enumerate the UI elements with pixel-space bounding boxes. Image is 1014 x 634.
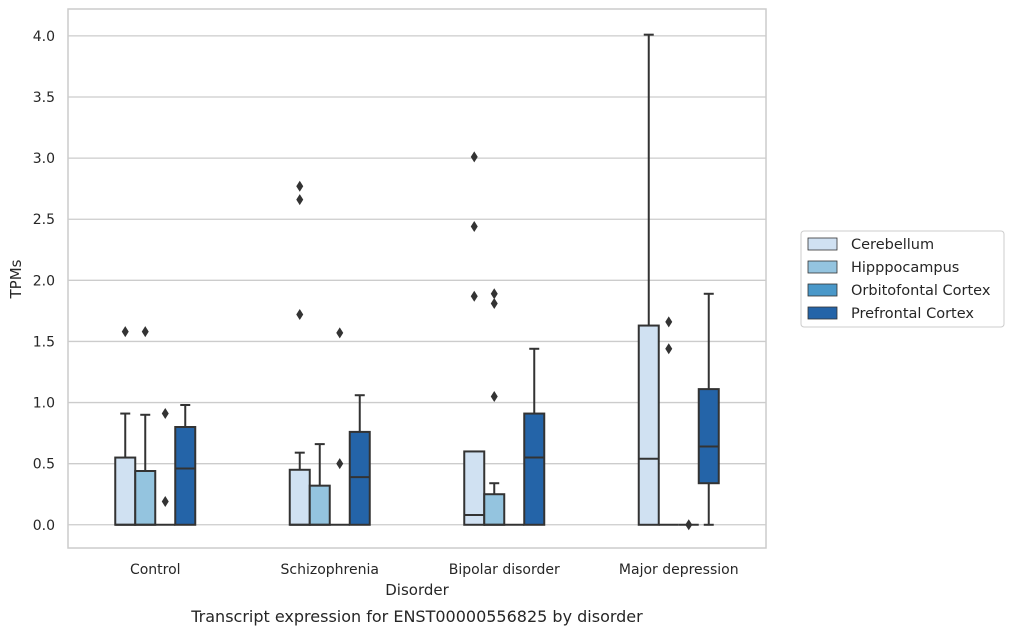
- box-cerebellum-bipolar-disorder: [463, 151, 486, 526]
- y-tick-label: 0.5: [33, 457, 55, 473]
- box-body: [174, 426, 197, 526]
- legend-swatch-cerebellum: [807, 237, 838, 251]
- outlier-point: [490, 390, 498, 402]
- outlier-point: [685, 519, 693, 531]
- x-tick-label: Control: [130, 562, 181, 578]
- outlier-point: [470, 290, 478, 302]
- box-plots: [114, 33, 720, 531]
- box-body: [348, 430, 371, 526]
- outlier-point: [296, 309, 304, 321]
- outlier-point: [490, 298, 498, 310]
- box-body: [288, 468, 311, 526]
- box-prefrontal-cortex-bipolar-disorder: [523, 347, 546, 526]
- box-body: [463, 450, 486, 526]
- y-tick-label: 2.0: [33, 273, 55, 289]
- box-body: [483, 493, 506, 526]
- outlier-point: [665, 316, 673, 328]
- y-axis-label: TPMs: [7, 259, 25, 299]
- plot-frame: [67, 8, 767, 549]
- box-body: [637, 324, 660, 526]
- y-tick-label: 1.0: [33, 396, 55, 412]
- box-prefrontal-cortex-schizophrenia: [348, 394, 371, 526]
- legend-label-orbitofontal-cortex: Orbitofontal Cortex: [851, 283, 991, 299]
- x-axis-label: Disorder: [385, 581, 449, 599]
- box-prefrontal-cortex-major-depression: [697, 292, 720, 526]
- box-prefrontal-cortex-control: [174, 404, 197, 526]
- box-body: [523, 412, 546, 526]
- box-orbitofontal-cortex-major-depression: [678, 519, 699, 531]
- box-body: [134, 470, 157, 526]
- box-body: [697, 388, 720, 485]
- legend-swatch-prefrontal-cortex: [807, 306, 838, 320]
- legend-swatch-hipppocampus: [807, 260, 838, 274]
- outlier-point: [665, 343, 673, 355]
- box-body: [308, 484, 331, 526]
- outlier-point: [161, 496, 169, 508]
- x-tick-label: Schizophrenia: [281, 562, 379, 578]
- outlier-point: [470, 221, 478, 233]
- outlier-point: [296, 180, 304, 192]
- legend-label-prefrontal-cortex: Prefrontal Cortex: [851, 306, 974, 322]
- legend: Cerebellum Hipppocampus Orbitofontal Cor…: [800, 230, 1005, 328]
- y-tick-label: 1.5: [33, 334, 55, 350]
- box-body: [114, 456, 137, 526]
- outlier-point: [141, 326, 149, 338]
- box-hipppocampus-schizophrenia: [308, 443, 331, 526]
- legend-label-hipppocampus: Hipppocampus: [851, 260, 959, 276]
- outlier-point: [336, 458, 344, 470]
- box-hipppocampus-bipolar-disorder: [483, 288, 506, 526]
- outlier-point: [296, 194, 304, 206]
- box-cerebellum-schizophrenia: [288, 180, 311, 526]
- y-tick-labels: 0.0 0.5 1.0 1.5 2.0 2.5 3.0 3.5 4.0: [33, 29, 55, 534]
- y-tick-label: 3.0: [33, 151, 55, 167]
- box-hipppocampus-control: [134, 326, 157, 526]
- legend-frame: [800, 230, 1005, 328]
- y-tick-label: 3.5: [33, 90, 55, 106]
- x-tick-label: Major depression: [619, 562, 739, 578]
- outlier-point: [490, 288, 498, 300]
- y-tick-label: 0.0: [33, 518, 55, 534]
- y-tick-label: 4.0: [33, 29, 55, 45]
- y-tick-label: 2.5: [33, 212, 55, 228]
- x-tick-label: Bipolar disorder: [449, 562, 560, 578]
- outlier-point: [470, 151, 478, 163]
- legend-label-cerebellum: Cerebellum: [851, 237, 934, 253]
- grid-lines: [68, 35, 766, 526]
- box-cerebellum-control: [114, 326, 137, 526]
- legend-swatch-orbitofontal-cortex: [807, 283, 838, 297]
- box-cerebellum-major-depression: [637, 33, 660, 526]
- box-orbitofontal-cortex-control: [155, 408, 176, 526]
- box-orbitofontal-cortex-schizophrenia: [329, 327, 350, 526]
- chart-caption: Transcript expression for ENST0000055682…: [190, 607, 643, 626]
- outlier-point: [121, 326, 129, 338]
- outlier-point: [336, 327, 344, 339]
- outlier-point: [161, 408, 169, 420]
- box-hipppocampus-major-depression: [658, 316, 679, 526]
- x-tick-labels: Control Schizophrenia Bipolar disorder Majo…: [130, 562, 739, 578]
